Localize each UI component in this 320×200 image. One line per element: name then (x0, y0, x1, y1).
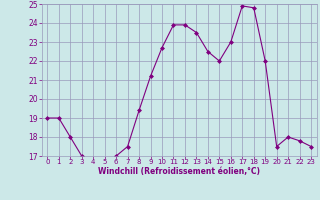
X-axis label: Windchill (Refroidissement éolien,°C): Windchill (Refroidissement éolien,°C) (98, 167, 260, 176)
